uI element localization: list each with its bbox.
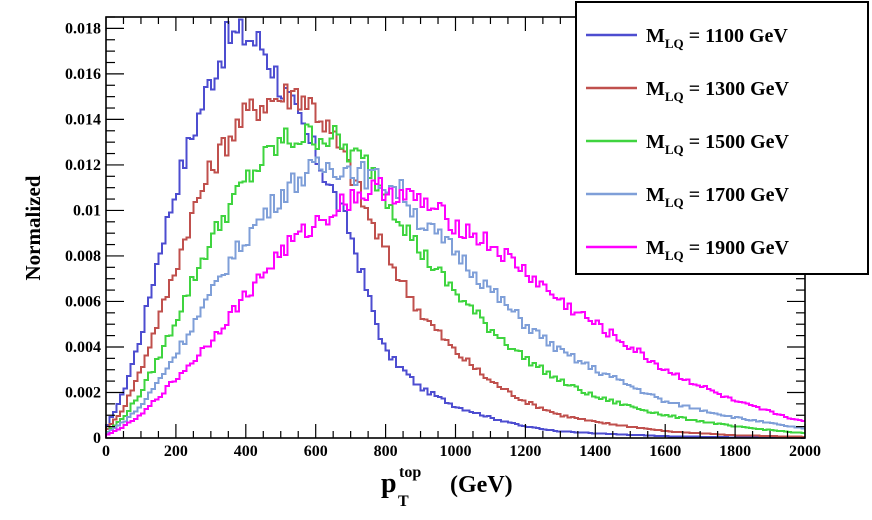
series-line-1100-gev bbox=[105, 18, 805, 439]
y-tick-label: 0.006 bbox=[65, 293, 101, 310]
y-axis-label: Normalized bbox=[21, 175, 45, 280]
x-tick-label: 600 bbox=[304, 443, 328, 460]
x-tick-label: 800 bbox=[374, 443, 398, 460]
series-line-1300-gev bbox=[105, 83, 805, 438]
legend-label: MLQ = 1100 GeV bbox=[646, 25, 788, 51]
legend-label-sub: LQ bbox=[665, 248, 684, 263]
legend-label-prefix: M bbox=[646, 25, 665, 47]
legend-label-sub: LQ bbox=[665, 142, 684, 157]
x-tick-label: 1600 bbox=[649, 443, 681, 460]
series-line-1700-gev bbox=[105, 156, 805, 438]
legend-label-value: = 1100 GeV bbox=[684, 25, 789, 47]
series-line-1500-gev bbox=[105, 123, 805, 438]
legend-label-prefix: M bbox=[646, 237, 665, 259]
legend-label-value: = 1700 GeV bbox=[684, 184, 790, 206]
x-axis-label: p top T (GeV) bbox=[381, 464, 513, 510]
legend-label: MLQ = 1700 GeV bbox=[646, 184, 790, 210]
legend-label: MLQ = 1900 GeV bbox=[646, 237, 790, 263]
y-tick-label: 0.018 bbox=[65, 20, 101, 37]
x-tick-label: 1800 bbox=[719, 443, 751, 460]
legend-label: MLQ = 1500 GeV bbox=[646, 131, 790, 157]
x-tick-label: 400 bbox=[234, 443, 258, 460]
legend-label-value: = 1900 GeV bbox=[684, 237, 790, 259]
legend-label-prefix: M bbox=[646, 78, 665, 100]
y-tick-label: 0.014 bbox=[65, 111, 101, 128]
legend-label-sub: LQ bbox=[665, 89, 684, 104]
x-axis-label-main: p bbox=[381, 468, 397, 499]
legend-label: MLQ = 1300 GeV bbox=[646, 78, 790, 104]
legend-label-prefix: M bbox=[646, 184, 665, 206]
x-tick-label: 1000 bbox=[440, 443, 472, 460]
legend-label-value: = 1300 GeV bbox=[684, 78, 790, 100]
y-tick-label: 0.008 bbox=[65, 248, 101, 265]
x-tick-label: 2000 bbox=[789, 443, 821, 460]
x-tick-label: 0 bbox=[102, 443, 110, 460]
y-tick-label: 0 bbox=[93, 430, 101, 447]
legend-label-sub: LQ bbox=[665, 36, 684, 51]
x-tick-label: 1200 bbox=[509, 443, 541, 460]
legend-label-prefix: M bbox=[646, 131, 665, 153]
y-tick-label: 0.01 bbox=[73, 202, 101, 219]
x-axis-label-unit: (GeV) bbox=[450, 472, 513, 498]
x-axis-label-sup: top bbox=[399, 464, 421, 481]
series-layer bbox=[105, 18, 805, 439]
y-tick-label: 0.016 bbox=[65, 66, 101, 83]
x-axis-label-sub: T bbox=[398, 493, 409, 510]
ticks-layer: 0 200 400 600 800 1000 1200 1400 1600 1800 2000 0 0.… bbox=[65, 16, 821, 460]
legend-label-value: = 1500 GeV bbox=[684, 131, 790, 153]
y-tick-label: 0.002 bbox=[65, 384, 101, 401]
y-tick-label: 0.004 bbox=[65, 339, 101, 356]
y-tick-label: 0.012 bbox=[65, 157, 101, 174]
x-tick-label: 1400 bbox=[579, 443, 611, 460]
x-tick-label: 200 bbox=[164, 443, 188, 460]
legend-box bbox=[575, 1, 869, 275]
legend-label-sub: LQ bbox=[665, 195, 684, 210]
series-line-1900-gev bbox=[105, 177, 805, 438]
